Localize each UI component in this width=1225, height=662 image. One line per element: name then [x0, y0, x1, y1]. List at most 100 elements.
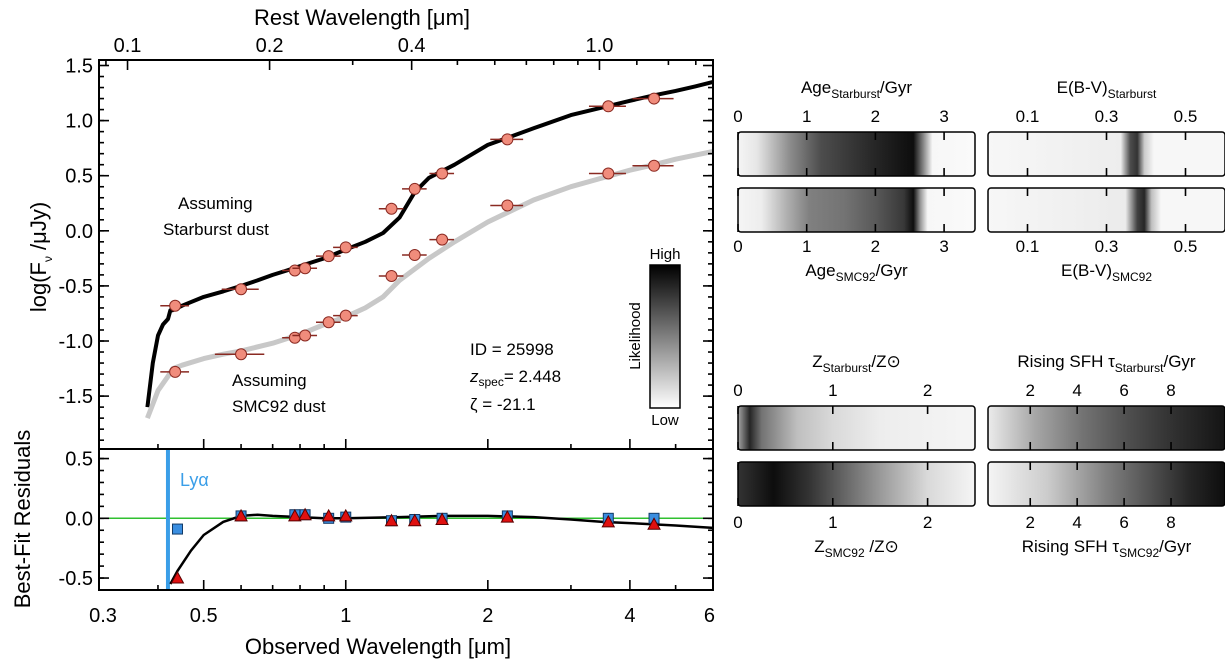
sed-y-tick-labels: 1.5 1.0 0.5 0.0 -0.5 -1.0 -1.5 [59, 56, 93, 409]
tau-bottom-tick-label: 2 [1026, 513, 1035, 532]
starburst-photometry-point [169, 299, 182, 312]
smc92-photometry-point [648, 159, 661, 172]
likelihood-colorbar: High Low Likelihood [627, 246, 681, 429]
metallicity-posterior-panel: 0 0 1 1 2 2 ZStarburst/Z⊙ ZSMC92 /Z⊙ [733, 352, 976, 560]
rest-wavelength-tick-labels: 0.1 0.2 0.4 1.0 [114, 35, 614, 57]
tau-top-tick-label: 8 [1166, 381, 1175, 400]
galaxy-id-label: ID = 25998 [470, 340, 554, 359]
tau-starburst-title: Rising SFH τStarburst/Gyr [1017, 352, 1196, 375]
residuals-panel-frame [98, 448, 714, 591]
age-smc92-title: AgeSMC92/Gyr [805, 261, 908, 284]
smc92-dust-label: Assuming SMC92 dust [232, 371, 326, 416]
residuals-y-tick-label: 0.0 [65, 508, 93, 530]
starburst-residual-point [435, 512, 449, 525]
starburst-residual-point [338, 508, 353, 522]
metallicity-top-tick-label: 0 [733, 381, 742, 400]
sed-y-tick-label: 0.5 [65, 166, 93, 188]
metallicity-bottom-tick-label: 2 [923, 513, 932, 532]
smc92-photometry-point [299, 329, 312, 342]
starburst-photometry-point [385, 202, 398, 215]
metallicity-top-tick-label: 2 [923, 381, 932, 400]
residuals-y-axis-label: Best-Fit Residuals [10, 430, 35, 609]
tau-top-likelihood-strip [987, 405, 1225, 451]
sed-y-axis-label: log(Fν /μJy) [26, 202, 55, 312]
tau-bottom-tick-label: 4 [1072, 513, 1081, 532]
age-posterior-panel: 0 0 1 1 2 2 3 3 AgeStarburst/Gyr AgeSMC92/Gyr [733, 78, 976, 284]
smc92-photometry-point [385, 269, 398, 282]
colorbar-likelihood-label: Likelihood [627, 302, 644, 370]
metallicity-top-tick-label: 1 [828, 381, 837, 400]
residuals-y-tick-label: -0.5 [59, 568, 93, 590]
starburst-photometry-point [339, 241, 352, 254]
tau-top-tick-label: 4 [1072, 381, 1081, 400]
ebv-top-tick-label: 0.3 [1095, 107, 1119, 126]
starburst-residual-point [601, 514, 616, 528]
starburst-photometry-point [288, 264, 301, 277]
observed-wavelength-tick-label: 0.3 [89, 605, 117, 627]
age-top-tick-label: 2 [871, 107, 880, 126]
observed-wavelength-tick-label: 0.5 [190, 605, 218, 627]
sed-y-tick-label: 1.0 [65, 111, 93, 133]
ebv-starburst-title: E(B-V)Starburst [1057, 78, 1157, 101]
starburst-photometry-point [501, 133, 514, 146]
age-bottom-tick-label: 1 [802, 237, 811, 256]
starburst-photometry-point [235, 283, 248, 296]
ebv-top-tick-label: 0.1 [1016, 107, 1040, 126]
tau-top-tick-label: 2 [1026, 381, 1035, 400]
observed-wavelength-tick-label: 4 [624, 605, 635, 627]
smc92-photometry-point [169, 365, 182, 378]
age-bottom-tick-label: 2 [871, 237, 880, 256]
observed-wavelength-label: Observed Wavelength [μm] [245, 634, 511, 659]
metallicity-smc92-title: ZSMC92 /Z⊙ [814, 537, 898, 560]
starburst-photometry-point [436, 167, 449, 180]
tau-smc92-title: Rising SFH τSMC92/Gyr [1022, 537, 1192, 560]
residuals-y-tick-labels: 0.5 0.0 -0.5 [59, 449, 93, 590]
smc92-photometry-point [408, 249, 421, 262]
metallicity-bottom-tick-label: 0 [733, 513, 742, 532]
rest-wavelength-tick-label: 0.2 [256, 35, 284, 57]
smc92-photometry-point [602, 167, 615, 180]
starburst-residual-point [287, 508, 302, 522]
sed-y-tick-label: 1.5 [65, 56, 93, 78]
posterior-heatmaps: 0 0 1 1 2 2 3 3 AgeStarburst/Gyr AgeSMC92/Gyr 0.1 0… [733, 78, 1225, 560]
age-bottom-tick-label: 0 [733, 237, 742, 256]
starburst-residual-point [321, 508, 336, 522]
ebv-bottom-tick-label: 0.1 [1016, 237, 1040, 256]
age-starburst-title: AgeStarburst/Gyr [801, 78, 912, 101]
smc92-photometry-point [501, 199, 514, 212]
starburst-residual-point [500, 510, 515, 523]
starburst-dust-label: Assuming Starburst dust [163, 194, 269, 239]
starburst-residual-point [234, 508, 248, 522]
colorbar-low-label: Low [651, 412, 679, 429]
smc92-photometry-point [288, 331, 301, 344]
observed-wavelength-tick-label: 1 [340, 605, 351, 627]
tau-posterior-panel: 2 2 4 4 6 6 8 8 Rising SFH τStarburst/Gyr Rising … [987, 352, 1225, 560]
age-top-tick-label: 3 [939, 107, 948, 126]
starburst-photometry-point [408, 182, 421, 195]
tau-bottom-tick-label: 6 [1119, 513, 1128, 532]
tau-top-tick-label: 6 [1119, 381, 1128, 400]
starburst-photometry-point [648, 92, 661, 105]
observed-wavelength-tick-label: 2 [482, 605, 493, 627]
age-bottom-tick-label: 3 [939, 237, 948, 256]
rest-wavelength-label: Rest Wavelength [μm] [254, 5, 470, 30]
lyman-alpha-label: Lyα [180, 470, 209, 490]
starburst-residual-point [407, 513, 422, 527]
starburst-residual-point [384, 513, 399, 527]
rest-wavelength-tick-label: 0.1 [114, 35, 142, 57]
rest-wavelength-axis: Rest Wavelength [μm] 0.1 0.2 0.4 1.0 [114, 5, 614, 57]
ebv-bottom-tick-label: 0.3 [1095, 237, 1119, 256]
smc92-photometry-point [322, 316, 335, 329]
ebv-bottom-tick-label: 0.5 [1174, 237, 1198, 256]
starburst-residual-point [170, 571, 185, 584]
ebv-posterior-panel: 0.1 0.1 0.3 0.3 0.5 0.5 E(B-V)Starburst E(B-V)S… [987, 78, 1225, 284]
sed-y-tick-label: -0.5 [59, 276, 93, 298]
rest-wavelength-tick-label: 0.4 [398, 35, 426, 57]
sed-y-tick-label: 0.0 [65, 221, 93, 243]
starburst-photometry-point [322, 250, 335, 263]
residuals-y-tick-label: 0.5 [65, 449, 93, 471]
starburst-photometry-point [602, 100, 615, 113]
sed-y-tick-label: -1.0 [59, 331, 93, 353]
age-bottom-likelihood-strip [737, 187, 976, 233]
